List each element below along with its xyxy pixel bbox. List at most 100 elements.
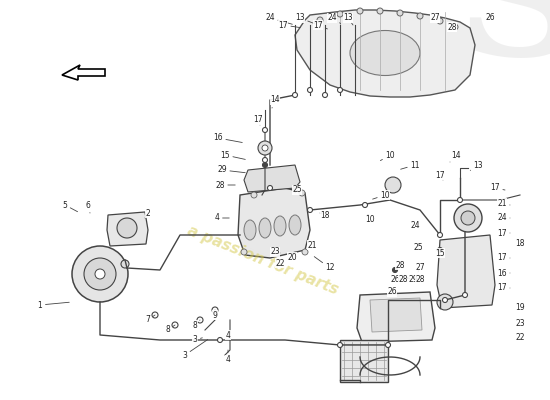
- Text: 24: 24: [410, 220, 420, 230]
- Text: 21: 21: [307, 240, 317, 250]
- Text: 9: 9: [212, 310, 217, 320]
- Circle shape: [267, 186, 272, 190]
- Circle shape: [437, 294, 453, 310]
- Text: 28: 28: [395, 260, 405, 270]
- Circle shape: [317, 17, 323, 23]
- Text: 20: 20: [287, 252, 297, 262]
- Text: 22: 22: [275, 258, 285, 268]
- Text: 26: 26: [387, 288, 397, 296]
- Text: 28: 28: [398, 276, 408, 284]
- Circle shape: [307, 88, 312, 92]
- Text: 10: 10: [381, 150, 395, 160]
- Circle shape: [386, 342, 390, 348]
- Text: 23: 23: [270, 248, 280, 256]
- Circle shape: [377, 8, 383, 14]
- Ellipse shape: [259, 218, 271, 238]
- Circle shape: [337, 11, 343, 17]
- Text: 17: 17: [497, 284, 510, 292]
- Circle shape: [437, 18, 443, 24]
- Text: 18: 18: [515, 238, 525, 248]
- Circle shape: [338, 342, 343, 348]
- Circle shape: [72, 246, 128, 302]
- Circle shape: [172, 322, 178, 328]
- Text: 13: 13: [295, 14, 315, 24]
- Ellipse shape: [244, 220, 256, 240]
- Text: 11: 11: [400, 160, 420, 170]
- Text: 17: 17: [497, 228, 510, 238]
- Text: 26: 26: [390, 276, 400, 284]
- Text: 15: 15: [220, 150, 245, 160]
- Text: 16: 16: [497, 268, 510, 278]
- Text: 4: 4: [214, 214, 229, 222]
- Text: 2: 2: [145, 208, 150, 218]
- Polygon shape: [107, 212, 148, 246]
- Text: 7: 7: [146, 315, 155, 324]
- Circle shape: [454, 204, 482, 232]
- Circle shape: [417, 13, 423, 19]
- Polygon shape: [244, 165, 300, 192]
- Text: 10: 10: [365, 215, 375, 224]
- Ellipse shape: [350, 30, 420, 76]
- Circle shape: [258, 141, 272, 155]
- Text: 26: 26: [485, 14, 495, 22]
- Text: 17: 17: [435, 170, 445, 180]
- Text: 4: 4: [226, 350, 230, 364]
- Circle shape: [357, 8, 363, 14]
- Circle shape: [262, 145, 268, 151]
- Circle shape: [152, 312, 158, 318]
- Text: 25: 25: [413, 244, 423, 252]
- Polygon shape: [357, 292, 435, 342]
- Text: 17: 17: [313, 20, 327, 30]
- Circle shape: [293, 92, 298, 98]
- Text: 22: 22: [515, 334, 525, 342]
- Text: 3: 3: [183, 340, 208, 360]
- Circle shape: [212, 307, 218, 313]
- Text: 17: 17: [253, 116, 263, 125]
- Circle shape: [458, 198, 463, 202]
- Circle shape: [393, 268, 398, 272]
- Text: a passion for parts: a passion for parts: [185, 224, 340, 298]
- Ellipse shape: [274, 216, 286, 236]
- Circle shape: [299, 190, 305, 196]
- Text: 17: 17: [490, 184, 505, 192]
- Text: 17: 17: [497, 254, 510, 262]
- Text: 8: 8: [192, 320, 200, 330]
- Text: 24: 24: [497, 214, 510, 222]
- Text: 17: 17: [278, 20, 300, 30]
- Circle shape: [95, 269, 105, 279]
- Text: 29: 29: [408, 276, 418, 284]
- Circle shape: [362, 202, 367, 208]
- Text: 4: 4: [226, 330, 230, 340]
- Circle shape: [437, 248, 443, 252]
- Circle shape: [217, 338, 223, 342]
- Circle shape: [452, 24, 458, 30]
- Circle shape: [463, 292, 468, 298]
- Circle shape: [262, 128, 267, 132]
- Text: 5: 5: [63, 200, 78, 212]
- Text: 14: 14: [450, 150, 461, 162]
- Circle shape: [241, 249, 247, 255]
- Polygon shape: [437, 235, 495, 308]
- Circle shape: [437, 232, 443, 238]
- Text: 14: 14: [270, 96, 280, 108]
- Text: 1: 1: [37, 300, 69, 310]
- Text: 12: 12: [314, 257, 335, 272]
- Text: 27: 27: [430, 14, 440, 22]
- Circle shape: [385, 177, 401, 193]
- Text: 16: 16: [213, 134, 242, 142]
- Polygon shape: [295, 10, 475, 97]
- Text: 15: 15: [435, 248, 445, 258]
- Circle shape: [338, 88, 343, 92]
- Polygon shape: [62, 65, 105, 80]
- Circle shape: [121, 260, 129, 268]
- Circle shape: [322, 92, 327, 98]
- Circle shape: [461, 211, 475, 225]
- Text: 28: 28: [215, 180, 235, 190]
- Circle shape: [397, 10, 403, 16]
- Text: 28: 28: [447, 22, 456, 32]
- Text: 25: 25: [292, 186, 302, 194]
- Text: 18: 18: [320, 210, 330, 220]
- Polygon shape: [370, 298, 422, 332]
- Text: 8: 8: [166, 325, 175, 334]
- Text: 24: 24: [265, 14, 293, 24]
